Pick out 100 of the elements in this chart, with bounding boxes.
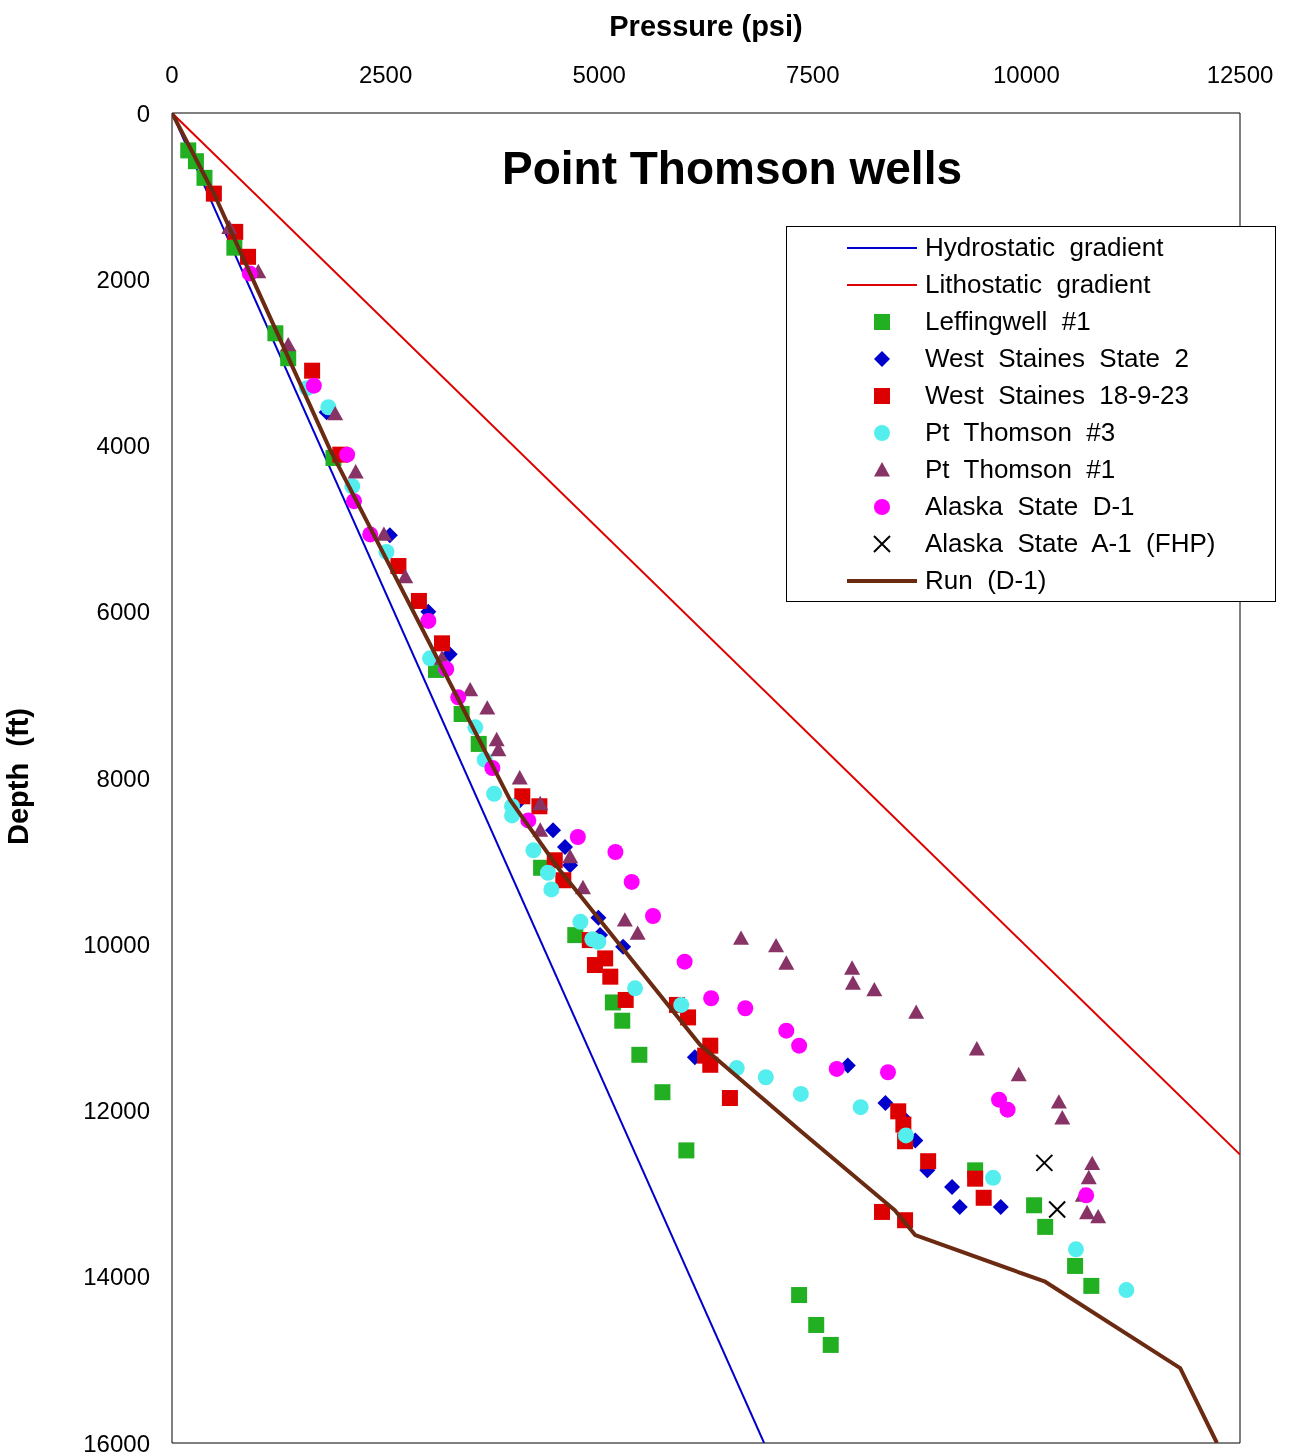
point <box>617 991 634 1008</box>
point <box>397 568 414 584</box>
point <box>1083 1277 1100 1294</box>
point <box>768 937 785 953</box>
point <box>757 1069 774 1086</box>
y-tick-label: 4000 <box>96 432 150 460</box>
point <box>327 405 344 421</box>
point <box>486 785 503 802</box>
legend-label: Pt Thomson #3 <box>925 417 1116 448</box>
point <box>627 980 644 997</box>
point <box>874 1203 891 1220</box>
point <box>654 1084 671 1101</box>
point <box>1054 1109 1071 1125</box>
point <box>791 1037 808 1054</box>
y-tick-label: 6000 <box>96 598 150 626</box>
x-tick-label: 5000 <box>572 61 626 88</box>
point <box>1048 1200 1067 1219</box>
point <box>629 925 646 940</box>
point <box>433 635 450 652</box>
y-tick-label: 8000 <box>96 764 150 792</box>
point <box>703 990 720 1007</box>
legend-label: West Staines 18-9-23 <box>925 380 1189 411</box>
point <box>778 955 795 970</box>
point <box>866 981 883 997</box>
point <box>511 770 528 785</box>
point <box>844 975 861 990</box>
point <box>631 1046 648 1063</box>
y-tick-label: 0 <box>136 99 150 127</box>
point <box>1050 1094 1067 1109</box>
point <box>597 950 614 967</box>
point <box>375 526 392 541</box>
point <box>420 612 437 629</box>
point <box>514 788 531 805</box>
point <box>702 1056 719 1073</box>
point <box>1078 1187 1095 1204</box>
point <box>676 953 693 970</box>
y-tick-label: 12000 <box>83 1097 150 1125</box>
y-tick-label: 2000 <box>96 265 150 293</box>
point <box>737 1000 754 1017</box>
point <box>1026 1197 1043 1214</box>
x-tick-label: 10000 <box>993 61 1060 88</box>
point <box>968 1040 985 1056</box>
point <box>1118 1282 1135 1299</box>
point <box>1035 1153 1054 1172</box>
point <box>607 843 624 860</box>
point <box>778 1022 795 1039</box>
text: Point Thomson wells <box>501 141 963 195</box>
point <box>822 1336 839 1353</box>
point <box>992 1198 1009 1215</box>
point <box>890 1103 907 1120</box>
point <box>877 1095 894 1112</box>
point <box>678 1142 695 1159</box>
point <box>951 1198 968 1215</box>
legend-label: Pt Thomson #1 <box>925 454 1116 485</box>
point <box>305 377 322 394</box>
y-tick-label: 10000 <box>83 930 150 958</box>
point <box>808 1316 825 1333</box>
point <box>1080 1169 1097 1185</box>
point <box>1090 1208 1107 1224</box>
x-tick-label: 2500 <box>358 61 413 88</box>
x-tick-label: 7500 <box>786 61 840 88</box>
point <box>844 960 861 975</box>
legend-label: Run (D-1) <box>925 565 1047 596</box>
point <box>623 873 640 890</box>
point <box>1037 1218 1054 1235</box>
point <box>999 1101 1016 1118</box>
legend-label: Hydrostatic gradient <box>925 232 1164 263</box>
point <box>339 446 356 463</box>
point <box>733 930 750 945</box>
point <box>616 912 633 927</box>
point <box>645 907 662 924</box>
legend-label: West Staines State 2 <box>925 343 1189 374</box>
point <box>602 968 619 985</box>
point <box>991 1091 1008 1108</box>
point <box>572 913 589 930</box>
point <box>304 362 321 379</box>
point <box>543 881 560 898</box>
point <box>590 933 607 950</box>
point <box>879 1064 896 1081</box>
point <box>462 681 479 697</box>
point <box>828 1060 845 1077</box>
point <box>897 1127 914 1144</box>
point <box>944 1178 961 1195</box>
point <box>488 731 505 747</box>
point <box>614 1012 631 1029</box>
point <box>1067 1241 1084 1258</box>
point <box>1079 1204 1096 1220</box>
point <box>562 848 579 864</box>
legend-label: Alaska State A-1 (FHP) <box>925 528 1216 559</box>
point <box>1067 1257 1084 1274</box>
point <box>410 592 427 609</box>
y-tick-label: 14000 <box>83 1263 150 1291</box>
point <box>791 1287 808 1304</box>
point <box>557 838 574 855</box>
point <box>967 1170 984 1187</box>
point <box>975 1189 992 1206</box>
point <box>908 1004 925 1019</box>
y-tick-label: 16000 <box>83 1429 150 1453</box>
point <box>920 1153 937 1170</box>
x-axis-title: Pressure (psi) <box>608 10 804 43</box>
